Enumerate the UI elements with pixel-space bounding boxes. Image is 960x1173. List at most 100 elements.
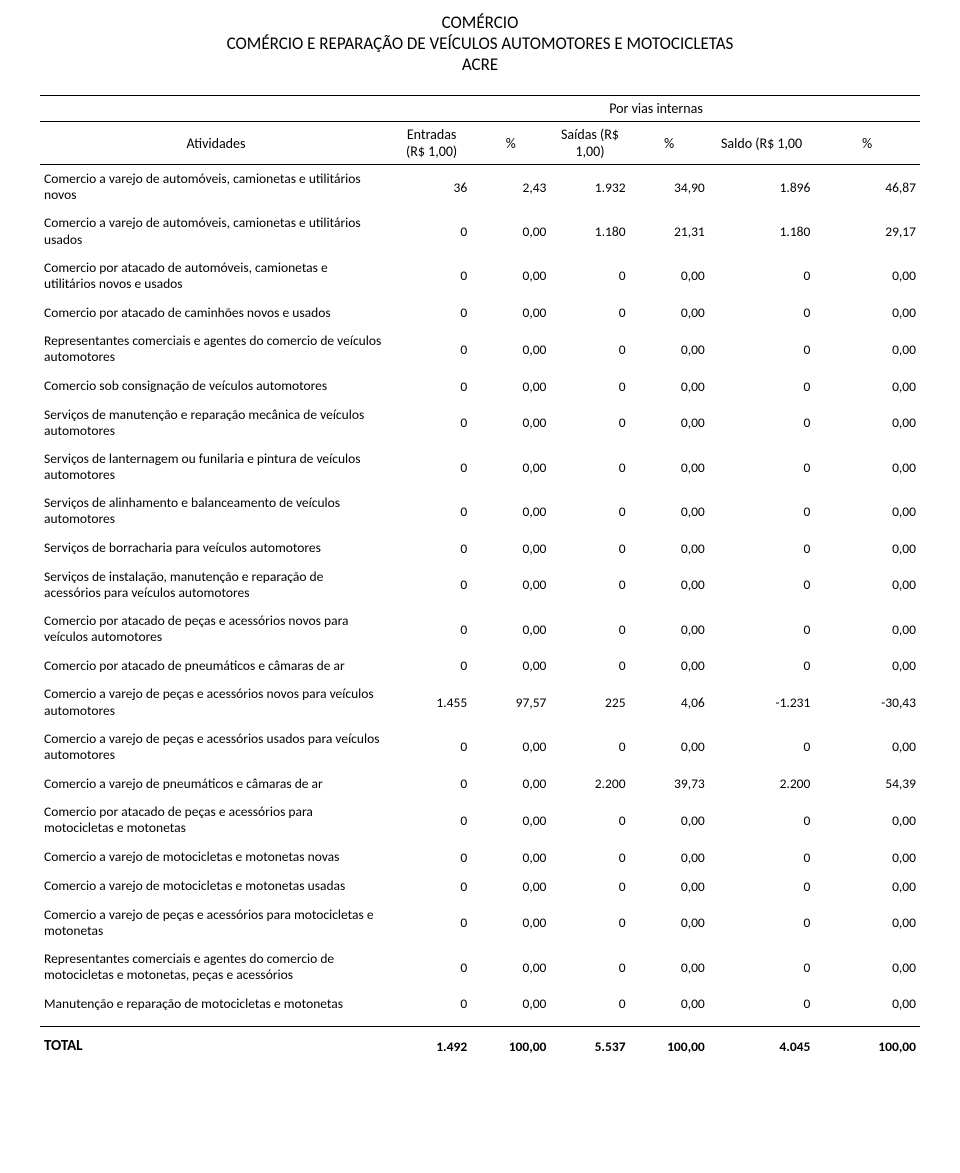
cell-v3: 0 (709, 401, 815, 445)
cell-p1: 0,00 (471, 901, 550, 945)
cell-v3: 0 (709, 563, 815, 607)
cell-p3: 0,00 (814, 327, 920, 371)
cell-p2: 0,00 (630, 401, 709, 445)
cell-label: Manutenção e reparação de motocicletas e… (40, 989, 392, 1018)
table-row: Comercio a varejo de motocicletas e moto… (40, 872, 920, 901)
cell-p1: 0,00 (471, 843, 550, 872)
table-row: Serviços de lanternagem ou funilaria e p… (40, 445, 920, 489)
title-block: COMÉRCIO COMÉRCIO E REPARAÇÃO DE VEÍCULO… (40, 12, 920, 75)
cell-p3: 0,00 (814, 563, 920, 607)
cell-v1: 0 (392, 372, 471, 401)
cell-p3: 0,00 (814, 372, 920, 401)
cell-v3: 0 (709, 607, 815, 651)
cell-label: Comercio por atacado de caminhões novos … (40, 298, 392, 327)
cell-v3: 0 (709, 327, 815, 371)
cell-v3: 0 (709, 445, 815, 489)
table-row: Comercio sob consignação de veículos aut… (40, 372, 920, 401)
cell-p2: 0,00 (630, 651, 709, 680)
table-row: Manutenção e reparação de motocicletas e… (40, 989, 920, 1018)
total-label: TOTAL (40, 1027, 392, 1062)
cell-v3: 0 (709, 901, 815, 945)
cell-v1: 0 (392, 298, 471, 327)
cell-p3: 0,00 (814, 254, 920, 298)
cell-v3: 0 (709, 872, 815, 901)
cell-v2: 0 (550, 989, 629, 1018)
cell-v1: 0 (392, 872, 471, 901)
header-pct-2: % (630, 122, 709, 165)
table-row: Comercio a varejo de pneumáticos e câmar… (40, 769, 920, 798)
cell-p3: 0,00 (814, 298, 920, 327)
cell-v2: 0 (550, 298, 629, 327)
cell-p1: 0,00 (471, 945, 550, 989)
title-line-2: COMÉRCIO E REPARAÇÃO DE VEÍCULOS AUTOMOT… (40, 33, 920, 54)
cell-v1: 0 (392, 401, 471, 445)
cell-p1: 0,00 (471, 489, 550, 533)
cell-p1: 0,00 (471, 327, 550, 371)
table-row: Representantes comerciais e agentes do c… (40, 945, 920, 989)
table-row: Comercio por atacado de caminhões novos … (40, 298, 920, 327)
cell-p1: 0,00 (471, 989, 550, 1018)
cell-p3: 0,00 (814, 534, 920, 563)
cell-p3: 0,00 (814, 901, 920, 945)
cell-v2: 0 (550, 651, 629, 680)
cell-p2: 0,00 (630, 445, 709, 489)
cell-v2: 0 (550, 725, 629, 769)
cell-p1: 2,43 (471, 165, 550, 210)
cell-p2: 0,00 (630, 872, 709, 901)
data-table: Por vias internas Atividades Entradas (R… (40, 95, 920, 1061)
cell-p3: 54,39 (814, 769, 920, 798)
cell-p1: 0,00 (471, 798, 550, 842)
cell-v1: 0 (392, 651, 471, 680)
table-row: Serviços de manutenção e reparação mecân… (40, 401, 920, 445)
title-line-1: COMÉRCIO (40, 12, 920, 33)
cell-p2: 0,00 (630, 945, 709, 989)
cell-v1: 0 (392, 769, 471, 798)
cell-v1: 0 (392, 209, 471, 253)
cell-v1: 0 (392, 327, 471, 371)
cell-p1: 0,00 (471, 209, 550, 253)
cell-v1: 0 (392, 254, 471, 298)
cell-p1: 0,00 (471, 298, 550, 327)
header-saldo: Saldo (R$ 1,00 (709, 122, 815, 165)
cell-v2: 225 (550, 680, 629, 724)
total-v2: 5.537 (550, 1027, 629, 1062)
cell-v1: 0 (392, 607, 471, 651)
cell-label: Representantes comerciais e agentes do c… (40, 327, 392, 371)
cell-v2: 0 (550, 843, 629, 872)
cell-p1: 0,00 (471, 372, 550, 401)
table-row: Comercio a varejo de peças e acessórios … (40, 725, 920, 769)
cell-v1: 0 (392, 534, 471, 563)
cell-v3: -1.231 (709, 680, 815, 724)
cell-p1: 97,57 (471, 680, 550, 724)
cell-v1: 0 (392, 945, 471, 989)
cell-v2: 0 (550, 401, 629, 445)
cell-label: Comercio por atacado de automóveis, cami… (40, 254, 392, 298)
cell-v3: 0 (709, 254, 815, 298)
header-super-row: Por vias internas (40, 96, 920, 122)
cell-p1: 0,00 (471, 607, 550, 651)
table-body: Comercio a varejo de automóveis, camione… (40, 165, 920, 1019)
cell-v1: 0 (392, 445, 471, 489)
total-p3: 100,00 (814, 1027, 920, 1062)
cell-p3: -30,43 (814, 680, 920, 724)
cell-p1: 0,00 (471, 254, 550, 298)
cell-label: Comercio por atacado de peças e acessóri… (40, 607, 392, 651)
cell-p1: 0,00 (471, 872, 550, 901)
cell-v1: 1.455 (392, 680, 471, 724)
cell-label: Comercio a varejo de peças e acessórios … (40, 901, 392, 945)
cell-p1: 0,00 (471, 769, 550, 798)
table-row: Comercio por atacado de pneumáticos e câ… (40, 651, 920, 680)
total-p1: 100,00 (471, 1027, 550, 1062)
cell-v3: 1.180 (709, 209, 815, 253)
total-p2: 100,00 (630, 1027, 709, 1062)
cell-v2: 0 (550, 872, 629, 901)
header-pct-3: % (814, 122, 920, 165)
cell-label: Serviços de instalação, manutenção e rep… (40, 563, 392, 607)
cell-v1: 0 (392, 489, 471, 533)
cell-v3: 0 (709, 725, 815, 769)
cell-p2: 0,00 (630, 607, 709, 651)
cell-p2: 0,00 (630, 254, 709, 298)
cell-p2: 4,06 (630, 680, 709, 724)
cell-v2: 0 (550, 901, 629, 945)
cell-v2: 0 (550, 798, 629, 842)
